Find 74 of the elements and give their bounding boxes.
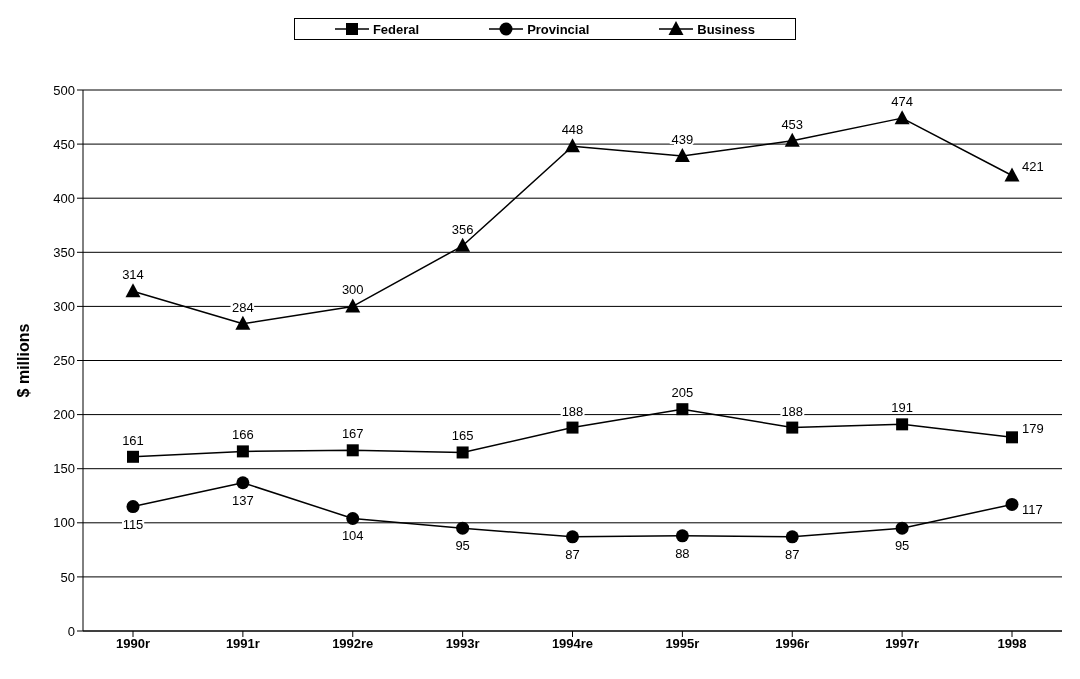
point: [1006, 431, 1018, 444]
y-tick-label: 200: [53, 407, 75, 423]
y-tick-label: 500: [53, 82, 75, 98]
data-label: 314: [122, 267, 144, 283]
data-label: 88: [675, 545, 690, 561]
point: [346, 444, 359, 457]
y-tick-label: 0: [67, 623, 75, 639]
data-label: 165: [451, 428, 474, 444]
data-label: 179: [1022, 421, 1044, 437]
data-label: 448: [561, 122, 584, 138]
point: [236, 445, 249, 458]
data-label: 205: [671, 385, 694, 401]
x-tick-label: 1998: [997, 636, 1027, 652]
data-label: 117: [1022, 502, 1043, 518]
data-label: 191: [891, 400, 913, 416]
x-tick-label: 1995r: [665, 636, 700, 652]
point: [345, 298, 361, 313]
x-tick-label: 1996r: [775, 636, 810, 652]
y-tick-label: 300: [53, 299, 75, 315]
y-tick-label: 50: [60, 569, 75, 585]
legend-label: Provincial: [526, 21, 590, 37]
point: [785, 530, 799, 544]
legend-label: Federal: [371, 21, 420, 37]
point: [125, 283, 141, 298]
data-label: 439: [671, 132, 694, 147]
legend-label: Business: [696, 21, 756, 37]
point: [786, 421, 799, 434]
y-tick-label: 150: [53, 461, 75, 477]
y-axis-title: $ millions: [14, 323, 32, 398]
point: [1005, 497, 1019, 511]
point: [675, 529, 689, 543]
y-tick-label: 250: [53, 353, 75, 369]
x-tick-label: 1993r: [445, 636, 480, 652]
y-tick-label: 100: [53, 515, 75, 531]
data-label: 421: [1022, 159, 1044, 175]
data-label: 167: [341, 426, 364, 442]
point: [566, 530, 579, 544]
data-label: 166: [232, 427, 254, 443]
point: [676, 403, 689, 416]
data-label: 474: [891, 94, 913, 110]
point: [456, 521, 470, 535]
data-label: 161: [122, 432, 144, 448]
data-label: 300: [341, 282, 364, 298]
x-tick-label: 1991r: [225, 636, 260, 652]
y-tick-label: 350: [53, 244, 75, 260]
data-label: 87: [785, 546, 800, 562]
point: [235, 315, 251, 330]
data-label: 453: [781, 116, 804, 132]
data-label: 95: [455, 538, 470, 554]
point: [126, 500, 140, 514]
point: [456, 446, 469, 459]
point: [895, 521, 909, 535]
point: [566, 421, 579, 434]
y-tick-label: 450: [53, 136, 75, 152]
point: [1004, 167, 1020, 182]
data-label: 356: [451, 221, 474, 237]
data-label: 87: [565, 546, 580, 562]
point: [455, 237, 471, 252]
point: [127, 450, 139, 463]
y-tick-label: 400: [53, 190, 75, 206]
data-label: 104: [341, 528, 364, 544]
x-tick-label: 1992re: [332, 636, 374, 652]
point: [784, 132, 800, 147]
point: [236, 476, 250, 490]
point: [565, 138, 580, 153]
point: [896, 418, 909, 431]
point: [894, 110, 910, 125]
data-label: 137: [232, 492, 254, 508]
x-tick-label: 1997r: [885, 636, 920, 652]
point: [346, 511, 360, 525]
data-label: 95: [894, 538, 910, 554]
x-tick-label: 1990r: [116, 636, 150, 652]
x-tick-label: 1994re: [551, 636, 594, 652]
point: [674, 148, 690, 162]
